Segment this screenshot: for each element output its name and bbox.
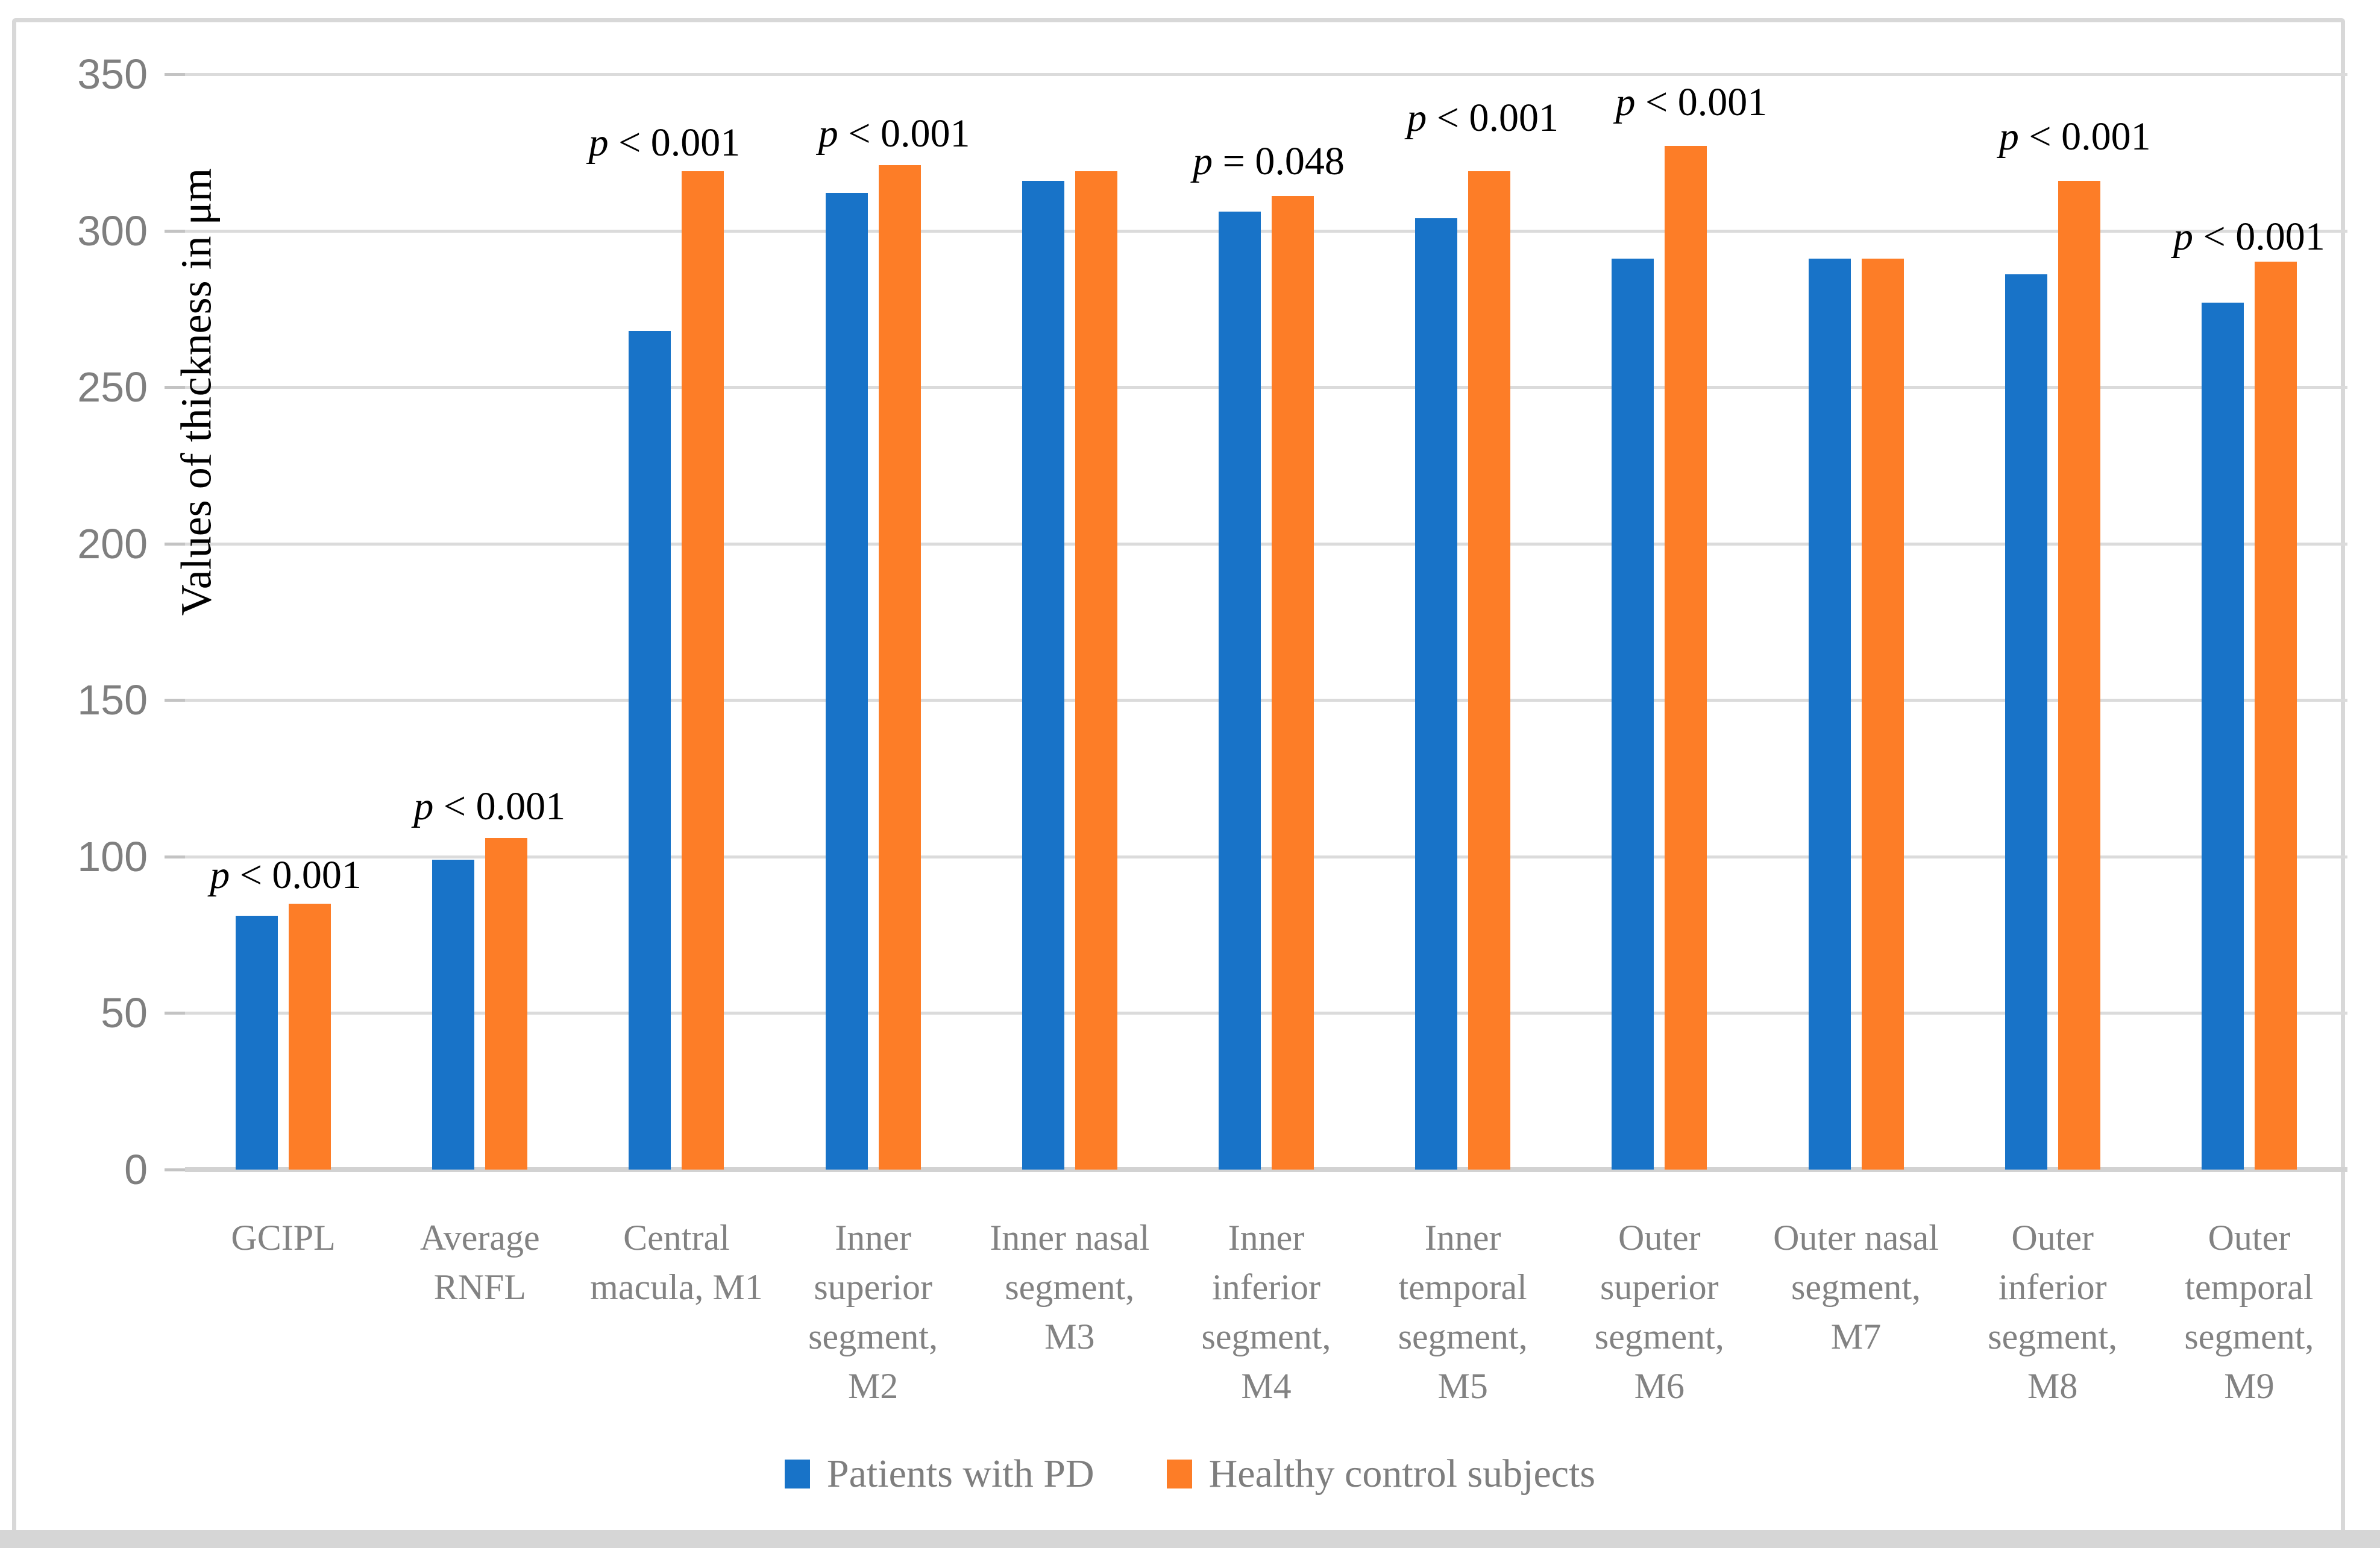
bar-healthy-control-subjects	[2254, 262, 2297, 1170]
x-category-label: Inner inferior segment, M4	[1201, 1218, 1331, 1406]
y-axis-tick	[165, 542, 185, 546]
gridline	[185, 386, 2347, 389]
p-value-annotation: p < 0.001	[413, 784, 566, 828]
p-value-annotation: p < 0.001	[2173, 214, 2325, 259]
legend-item-healthy-controls: Healthy control subjects	[1166, 1451, 1596, 1497]
y-axis-tick	[165, 386, 185, 389]
bar-healthy-control-subjects	[289, 903, 331, 1170]
y-axis-tick	[165, 73, 185, 76]
y-tick-label: 250	[77, 364, 148, 411]
legend-label: Healthy control subjects	[1208, 1452, 1596, 1496]
p-value-annotation: p = 0.048	[1193, 139, 1345, 184]
bar-healthy-control-subjects	[485, 837, 528, 1170]
y-tick-label: 150	[77, 676, 148, 724]
y-axis-tick	[165, 699, 185, 702]
bar-patients-with-pd	[2201, 302, 2244, 1170]
x-category-label: Outer nasal segment, M7	[1773, 1218, 1939, 1356]
bar-healthy-control-subjects	[2058, 180, 2100, 1170]
y-tick-label: 200	[77, 520, 148, 567]
legend-label: Patients with PD	[826, 1452, 1094, 1496]
bar-healthy-control-subjects	[1861, 259, 1904, 1170]
y-tick-label: 50	[101, 989, 148, 1037]
gridline	[185, 1012, 2347, 1015]
x-category-label: Inner nasal segment, M3	[990, 1218, 1150, 1356]
y-axis-tick	[165, 1012, 185, 1015]
legend-swatch-orange	[1166, 1460, 1192, 1488]
bar-patients-with-pd	[825, 193, 868, 1170]
y-tick-label: 100	[77, 833, 148, 880]
bar-patients-with-pd	[432, 860, 475, 1170]
bar-patients-with-pd	[1219, 212, 1261, 1170]
y-axis-tick	[165, 229, 185, 233]
x-category-label: Inner superior segment, M2	[808, 1218, 938, 1406]
x-category-label: Outer temporal segment, M9	[2184, 1218, 2314, 1406]
x-category-label: Outer inferior segment, M8	[1988, 1218, 2118, 1406]
bar-patients-with-pd	[629, 330, 671, 1170]
p-value-annotation: p < 0.001	[210, 853, 362, 897]
p-value-annotation: p < 0.001	[818, 111, 970, 156]
x-category-label: Average RNFL	[419, 1218, 540, 1307]
y-tick-label: 300	[77, 207, 148, 254]
y-axis-tick	[165, 1168, 185, 1171]
gridline	[185, 542, 2347, 546]
gridline	[185, 229, 2347, 233]
y-tick-label: 350	[77, 51, 148, 98]
bottom-border-strip	[0, 1530, 2380, 1548]
bar-healthy-control-subjects	[1665, 146, 1707, 1170]
bar-healthy-control-subjects	[878, 165, 921, 1170]
legend-item-patients-with-pd: Patients with PD	[784, 1451, 1094, 1497]
p-value-annotation: p < 0.001	[1999, 114, 2151, 159]
legend-swatch-blue	[784, 1460, 810, 1488]
bar-patients-with-pd	[1022, 180, 1064, 1170]
bar-healthy-control-subjects	[682, 171, 724, 1170]
legend: Patients with PD Healthy control subject…	[0, 1447, 2380, 1501]
gridline	[185, 699, 2347, 702]
x-category-label: Central macula, M1	[590, 1218, 763, 1307]
p-value-annotation: p < 0.001	[588, 121, 741, 165]
p-value-annotation: p < 0.001	[1407, 95, 1559, 140]
bar-patients-with-pd	[1808, 259, 1851, 1170]
gridline	[185, 1167, 2347, 1172]
x-category-label: GCIPL	[231, 1218, 336, 1258]
bar-healthy-control-subjects	[1272, 196, 1314, 1170]
y-axis-title: Values of thickness in μm	[172, 168, 221, 616]
gridline	[185, 855, 2347, 858]
y-axis-tick	[165, 855, 185, 858]
y-tick-label: 0	[124, 1146, 148, 1193]
bar-patients-with-pd	[2005, 274, 2047, 1170]
x-category-label: Inner temporal segment, M5	[1398, 1218, 1528, 1406]
gridline	[185, 73, 2347, 76]
bar-patients-with-pd	[1415, 218, 1458, 1170]
p-value-annotation: p < 0.001	[1615, 80, 1768, 124]
bar-patients-with-pd	[236, 916, 278, 1170]
x-category-label: Outer superior segment, M6	[1594, 1218, 1724, 1406]
bar-healthy-control-subjects	[1075, 171, 1117, 1170]
bar-patients-with-pd	[1612, 259, 1654, 1170]
bar-healthy-control-subjects	[1468, 171, 1511, 1170]
